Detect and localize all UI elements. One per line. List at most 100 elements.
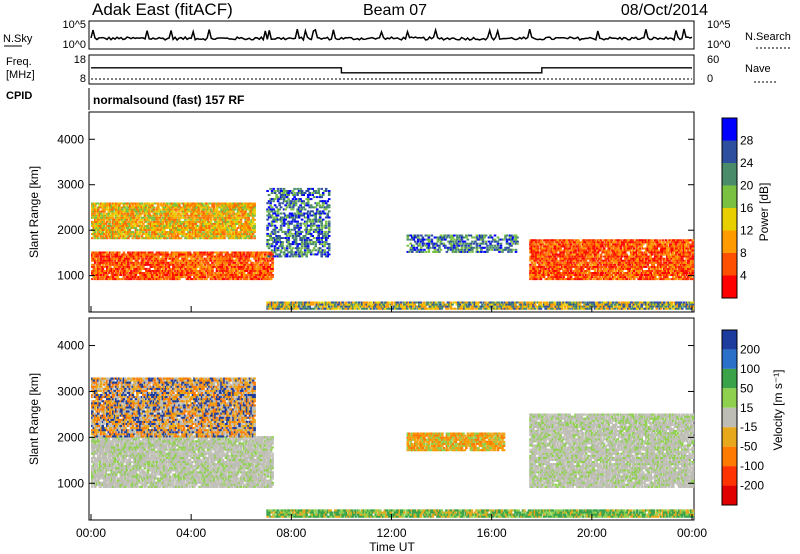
echo-cell bbox=[100, 229, 103, 231]
echo-cell bbox=[541, 265, 544, 268]
echo-cell bbox=[575, 255, 579, 258]
echo-cell bbox=[121, 267, 124, 270]
echo-cell bbox=[595, 241, 598, 244]
echo-cell bbox=[257, 278, 261, 281]
echo-cell bbox=[112, 216, 115, 219]
echo-cell bbox=[553, 247, 556, 250]
echo-cell bbox=[266, 255, 269, 258]
echo-cell bbox=[423, 248, 426, 251]
echo-cell bbox=[563, 257, 567, 260]
echo-cell bbox=[529, 247, 532, 250]
echo-cell bbox=[457, 240, 461, 243]
echo-cell bbox=[577, 272, 580, 274]
echo-cell bbox=[284, 204, 287, 207]
echo-cell bbox=[121, 212, 124, 215]
echo-cell bbox=[137, 214, 141, 217]
echo-cell bbox=[542, 255, 546, 258]
echo-cell bbox=[145, 220, 148, 223]
echo-cell bbox=[214, 208, 217, 211]
echo-cell bbox=[290, 212, 293, 215]
echo-cell bbox=[244, 231, 247, 234]
echo-cell bbox=[271, 274, 274, 276]
echo-cell bbox=[581, 255, 585, 258]
echo-cell bbox=[273, 241, 277, 244]
echo-cell bbox=[205, 257, 208, 260]
echo-cell bbox=[163, 261, 166, 264]
echo-cell bbox=[442, 234, 446, 237]
echo-cell bbox=[547, 265, 550, 268]
echo-cell bbox=[232, 220, 235, 223]
echo-cell bbox=[178, 274, 181, 276]
echo-cell bbox=[459, 240, 462, 243]
echo-cell bbox=[287, 220, 290, 223]
echo-cell bbox=[133, 255, 136, 258]
echo-cell bbox=[593, 253, 597, 256]
echo-cell bbox=[127, 202, 130, 205]
echo-cell bbox=[146, 278, 150, 281]
echo-cell bbox=[238, 233, 241, 236]
echo-cell bbox=[230, 222, 234, 225]
echo-cell bbox=[223, 210, 226, 213]
echo-cell bbox=[305, 232, 308, 235]
echo-cell bbox=[124, 267, 127, 270]
echo-cell bbox=[197, 255, 201, 258]
echo-cell bbox=[161, 212, 165, 215]
echo-cell bbox=[94, 251, 97, 254]
echo-cell bbox=[312, 230, 316, 233]
echo-cell bbox=[244, 263, 247, 266]
echo-cell bbox=[241, 216, 244, 219]
echo-cell bbox=[293, 232, 296, 235]
echo-cell bbox=[131, 237, 135, 240]
echo-cell bbox=[205, 267, 208, 270]
echo-cell bbox=[145, 270, 148, 272]
echo-cell bbox=[569, 274, 573, 276]
echo-cell bbox=[262, 272, 265, 274]
echo-cell bbox=[176, 233, 180, 236]
echo-cell bbox=[247, 257, 250, 260]
echo-cell bbox=[211, 270, 214, 272]
echo-cell bbox=[475, 244, 479, 247]
echo-cell bbox=[95, 216, 99, 219]
echo-cell bbox=[481, 238, 485, 241]
echo-cell bbox=[197, 251, 201, 254]
echo-cell bbox=[106, 276, 109, 279]
echo-cell bbox=[327, 210, 331, 213]
echo-cell bbox=[535, 259, 538, 262]
echo-cell bbox=[149, 210, 153, 213]
echo-cell bbox=[143, 220, 147, 223]
echo-cell bbox=[247, 272, 250, 274]
echo-cell bbox=[273, 245, 277, 248]
echo-cell bbox=[100, 210, 103, 213]
echo-cell bbox=[185, 263, 189, 266]
echo-cell bbox=[574, 241, 577, 244]
echo-cell bbox=[113, 212, 117, 215]
echo-cell bbox=[532, 265, 535, 268]
echo-cell bbox=[190, 235, 193, 238]
echo-cell bbox=[200, 204, 204, 207]
echo-cell bbox=[113, 235, 117, 238]
echo-cell bbox=[223, 259, 226, 262]
echo-cell bbox=[590, 276, 594, 279]
echo-cell bbox=[565, 274, 568, 276]
echo-cell bbox=[569, 259, 573, 262]
echo-cell bbox=[560, 241, 564, 244]
echo-cell bbox=[116, 235, 120, 238]
echo-cell bbox=[166, 218, 169, 221]
echo-cell bbox=[268, 265, 271, 268]
echo-cell bbox=[587, 243, 591, 246]
echo-cell bbox=[151, 251, 154, 254]
echo-cell bbox=[212, 233, 216, 236]
echo-cell bbox=[547, 253, 550, 256]
echo-cell bbox=[250, 255, 253, 258]
echo-cell bbox=[206, 235, 210, 238]
echo-cell bbox=[164, 202, 168, 205]
echo-cell bbox=[154, 210, 157, 213]
echo-cell bbox=[577, 255, 580, 258]
echo-cell bbox=[272, 212, 275, 215]
echo-cell bbox=[456, 234, 459, 237]
echo-cell bbox=[173, 229, 177, 231]
echo-cell bbox=[448, 236, 452, 239]
echo-cell bbox=[103, 259, 106, 262]
echo-cell bbox=[145, 235, 148, 238]
echo-cell bbox=[125, 202, 129, 205]
